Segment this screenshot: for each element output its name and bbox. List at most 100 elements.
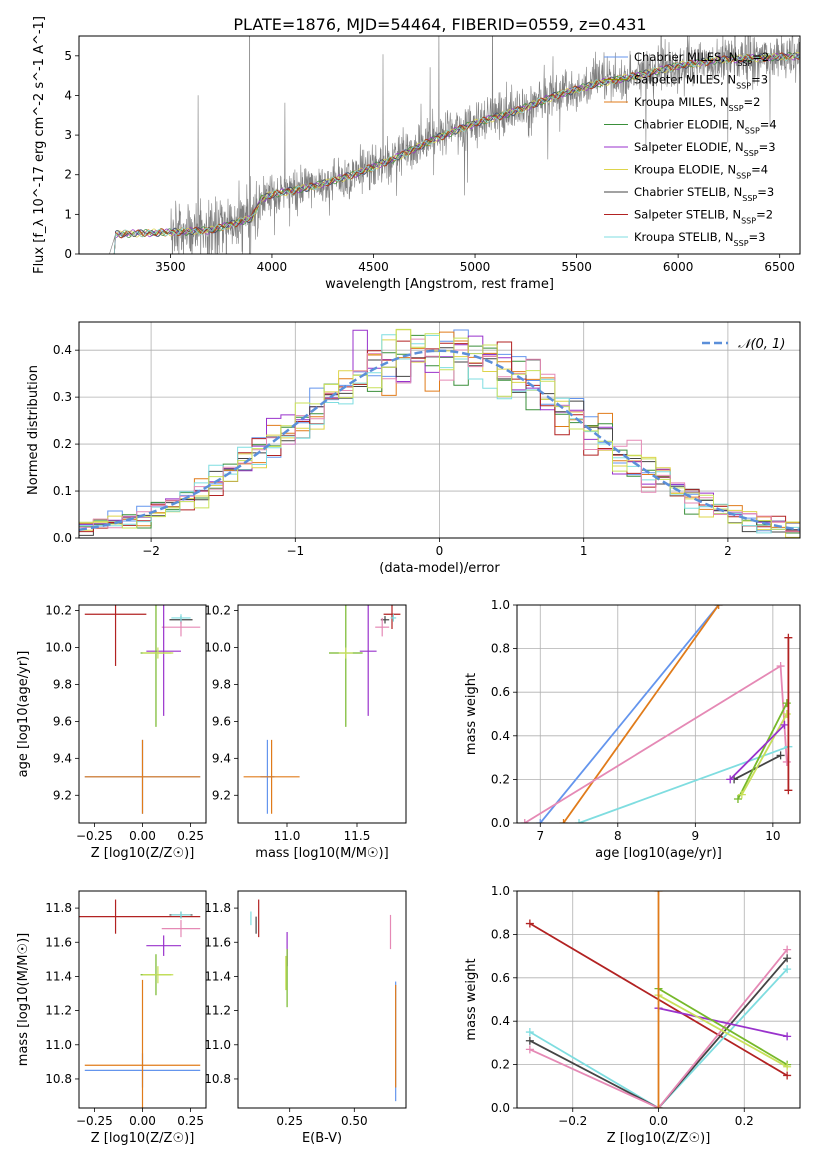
weight-marker [782,710,791,718]
legend-entry: Kroupa ELODIE, NSSP=4 [634,163,768,181]
y-tick-label: 0.2 [53,437,72,451]
weight-marker [726,775,735,784]
weight-marker [784,786,793,795]
legend-entry: Salpeter MILES, NSSP=3 [634,73,768,91]
y-tick-label: 0.8 [491,927,510,941]
axes-frame [516,890,801,1109]
errorbar-point [243,739,300,814]
weight-marker [783,1032,792,1041]
axes-frame [237,604,407,824]
weight-marker [525,1036,534,1045]
axes-residuals: −2 −1 0 1 2 0.0 0.1 0.2 0.3 0.4 (data-model)/error… [26,321,801,576]
axes-weight_vs_age: 7 8 9 10 0.0 0.2 0.4 0.6 0.8 1.0 age [log10(age/yr… [464,598,801,861]
axes-weight_vs_Z: −0.2 0.0 0.2 0.0 0.2 0.4 0.6 0.8 1.0 Z [log10(Z/Z… [464,884,801,1146]
legend-entry: 𝒩(0, 1) [738,337,785,352]
legend-val: =4 [760,118,777,132]
plot-area-spectrum [109,36,800,254]
legend-entry: Kroupa STELIB, NSSP=3 [634,230,765,248]
x-axis-label: mass [log10(M/M☉)] [255,846,388,861]
x-axis-label: Z [log10(Z/Z☉)] [91,1131,195,1146]
x-tick-label: 0.00 [129,829,156,843]
y-tick-label: 0.0 [491,1101,510,1115]
weight-marker [525,919,534,928]
axes-frame [78,35,801,255]
axes-mass_vs_EBV: 0.25 0.50 10.8 11.0 11.2 11.4 11.6 11.8 E(B-V) [204,890,407,1146]
x-tick-label: 6000 [663,260,694,274]
weight-marker [536,819,545,823]
y-tick-label: 0.2 [491,772,510,786]
x-tick-label: −2 [142,544,160,558]
legend-entry: Salpeter STELIB, NSSP=2 [634,208,773,226]
legend-sub: SSP [744,149,759,158]
x-tick-label: 0.50 [341,1114,368,1128]
errorbar-point [383,605,401,630]
y-tick-label: 0.4 [491,729,510,743]
weight-marker [654,891,663,895]
y-tick-label: 0.0 [53,531,72,545]
axes-frame [78,321,801,539]
weight-line [529,949,788,1108]
y-tick-label: 10.2 [204,604,231,618]
x-axis-label: E(B-V) [302,1131,342,1146]
plot-area-mass_vs_Z [79,899,201,1108]
legend-val: =2 [744,95,761,109]
y-tick-label: 9.8 [53,677,72,691]
weight-marker [784,633,793,642]
y-tick-label: 11.6 [204,935,231,949]
legend-sub: SSP [736,171,751,180]
y-axis-label: mass weight [464,673,479,755]
weight-marker [776,751,785,760]
axes-spectrum: 3500 4000 4500 5000 5500 6000 6500 0 1 2 3 4 5 wavele… [32,16,801,292]
legend: Chabrier MILES, NSSP=2 Salpeter MILES, NS… [604,50,777,248]
y-tick-label: 10.0 [204,640,231,654]
model-line [109,51,800,254]
y-tick-label: 11.4 [204,969,231,983]
x-tick-label: 4500 [358,260,389,274]
weight-line [737,702,788,800]
weight-marker [783,1071,792,1080]
y-tick-label: 9.2 [212,788,231,802]
x-axis-label: wavelength [Angstrom, rest frame] [325,277,554,292]
errorbar-point [84,979,201,1108]
legend-val: =2 [756,208,773,222]
errorbar-point [171,614,191,622]
y-tick-label: 10.8 [204,1072,231,1086]
weight-marker [737,790,746,799]
legend-val: =3 [749,230,766,244]
axes-frame [78,604,207,824]
weight-line [539,605,720,823]
x-axis-label: age [log10(age/yr)] [595,846,722,861]
model-line [109,53,800,254]
x-tick-label: 11.5 [344,829,371,843]
errorbar-point [84,605,147,666]
weight-marker [783,965,792,974]
y-tick-label: 0.1 [53,484,72,498]
legend-entry: Kroupa MILES, NSSP=2 [634,95,760,113]
y-tick-label: 11.2 [45,1004,72,1018]
weight-marker [525,1045,534,1054]
legend-sub: SSP [729,104,744,113]
legend-sub: SSP [734,239,749,248]
legend-sub: SSP [742,194,757,203]
y-tick-label: 1 [64,207,72,221]
y-tick-label: 11.8 [204,901,231,915]
errorbar-point [84,739,201,814]
legend-entry: Chabrier MILES, NSSP=2 [634,50,769,68]
y-tick-label: 10.8 [45,1072,72,1086]
legend-val: =4 [751,163,768,177]
errorbar-point [79,899,201,934]
x-tick-label: 5500 [561,260,592,274]
x-axis-label: (data-model)/error [379,561,500,576]
y-axis-label: mass [log10(M/M☉)] [16,933,31,1066]
errorbar-point [142,647,174,659]
weight-marker [782,757,791,766]
weight-line [529,968,788,1108]
weight-marker [733,795,742,804]
weight-line [562,605,720,823]
y-tick-label: 11.6 [45,935,72,949]
x-tick-label: 0.0 [649,1114,668,1128]
y-tick-label: 0.8 [491,642,510,656]
legend-entry: Salpeter ELODIE, NSSP=3 [634,140,776,158]
y-tick-label: 9.4 [53,751,72,765]
